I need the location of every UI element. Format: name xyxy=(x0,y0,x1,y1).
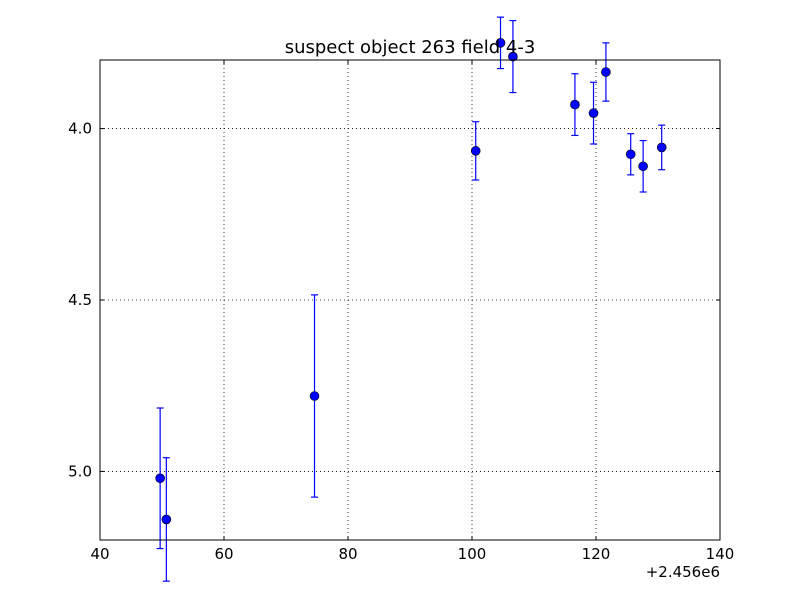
data-point xyxy=(155,473,165,484)
data-point xyxy=(638,161,648,172)
x-tick-label: 120 xyxy=(582,545,611,563)
data-point xyxy=(570,99,580,110)
x-offset-label: +2.456e6 xyxy=(646,563,720,581)
x-tick-label: 100 xyxy=(458,545,487,563)
chart-title: suspect object 263 field 4-3 xyxy=(285,37,536,58)
data-point xyxy=(508,51,518,62)
data-point xyxy=(601,67,611,77)
data-series xyxy=(155,16,667,582)
y-tick-label: 5.0 xyxy=(68,462,92,480)
x-tick-label: 60 xyxy=(214,545,233,563)
data-point xyxy=(656,142,667,153)
y-tick-label: 4.0 xyxy=(68,120,92,138)
y-tick-label: 4.5 xyxy=(68,291,92,309)
data-point xyxy=(588,108,599,118)
ticks: 40 60 80 100 120 140 4.0 4.5 5.0 xyxy=(68,60,734,563)
data-point xyxy=(470,146,481,156)
data-point xyxy=(309,391,320,401)
data-point xyxy=(161,514,172,525)
grid xyxy=(100,60,720,540)
data-point xyxy=(495,38,506,48)
x-tick-label: 40 xyxy=(90,545,109,563)
x-tick-label: 80 xyxy=(338,545,357,563)
data-point xyxy=(625,149,636,160)
x-tick-label: 140 xyxy=(706,545,735,563)
